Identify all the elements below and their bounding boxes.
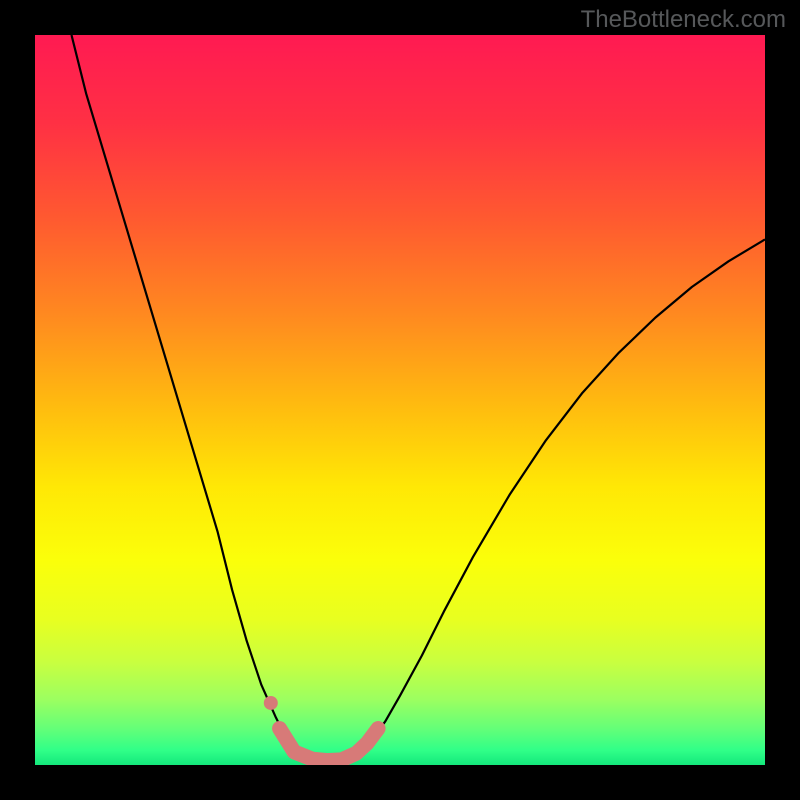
chart-stage: TheBottleneck.com bbox=[0, 0, 800, 800]
bottleneck-highlight bbox=[280, 729, 379, 761]
bottleneck-curve bbox=[72, 35, 766, 761]
green-band bbox=[35, 765, 765, 767]
bottleneck-dot bbox=[264, 696, 278, 710]
watermark-text: TheBottleneck.com bbox=[581, 6, 786, 34]
chart-svg bbox=[0, 0, 800, 800]
